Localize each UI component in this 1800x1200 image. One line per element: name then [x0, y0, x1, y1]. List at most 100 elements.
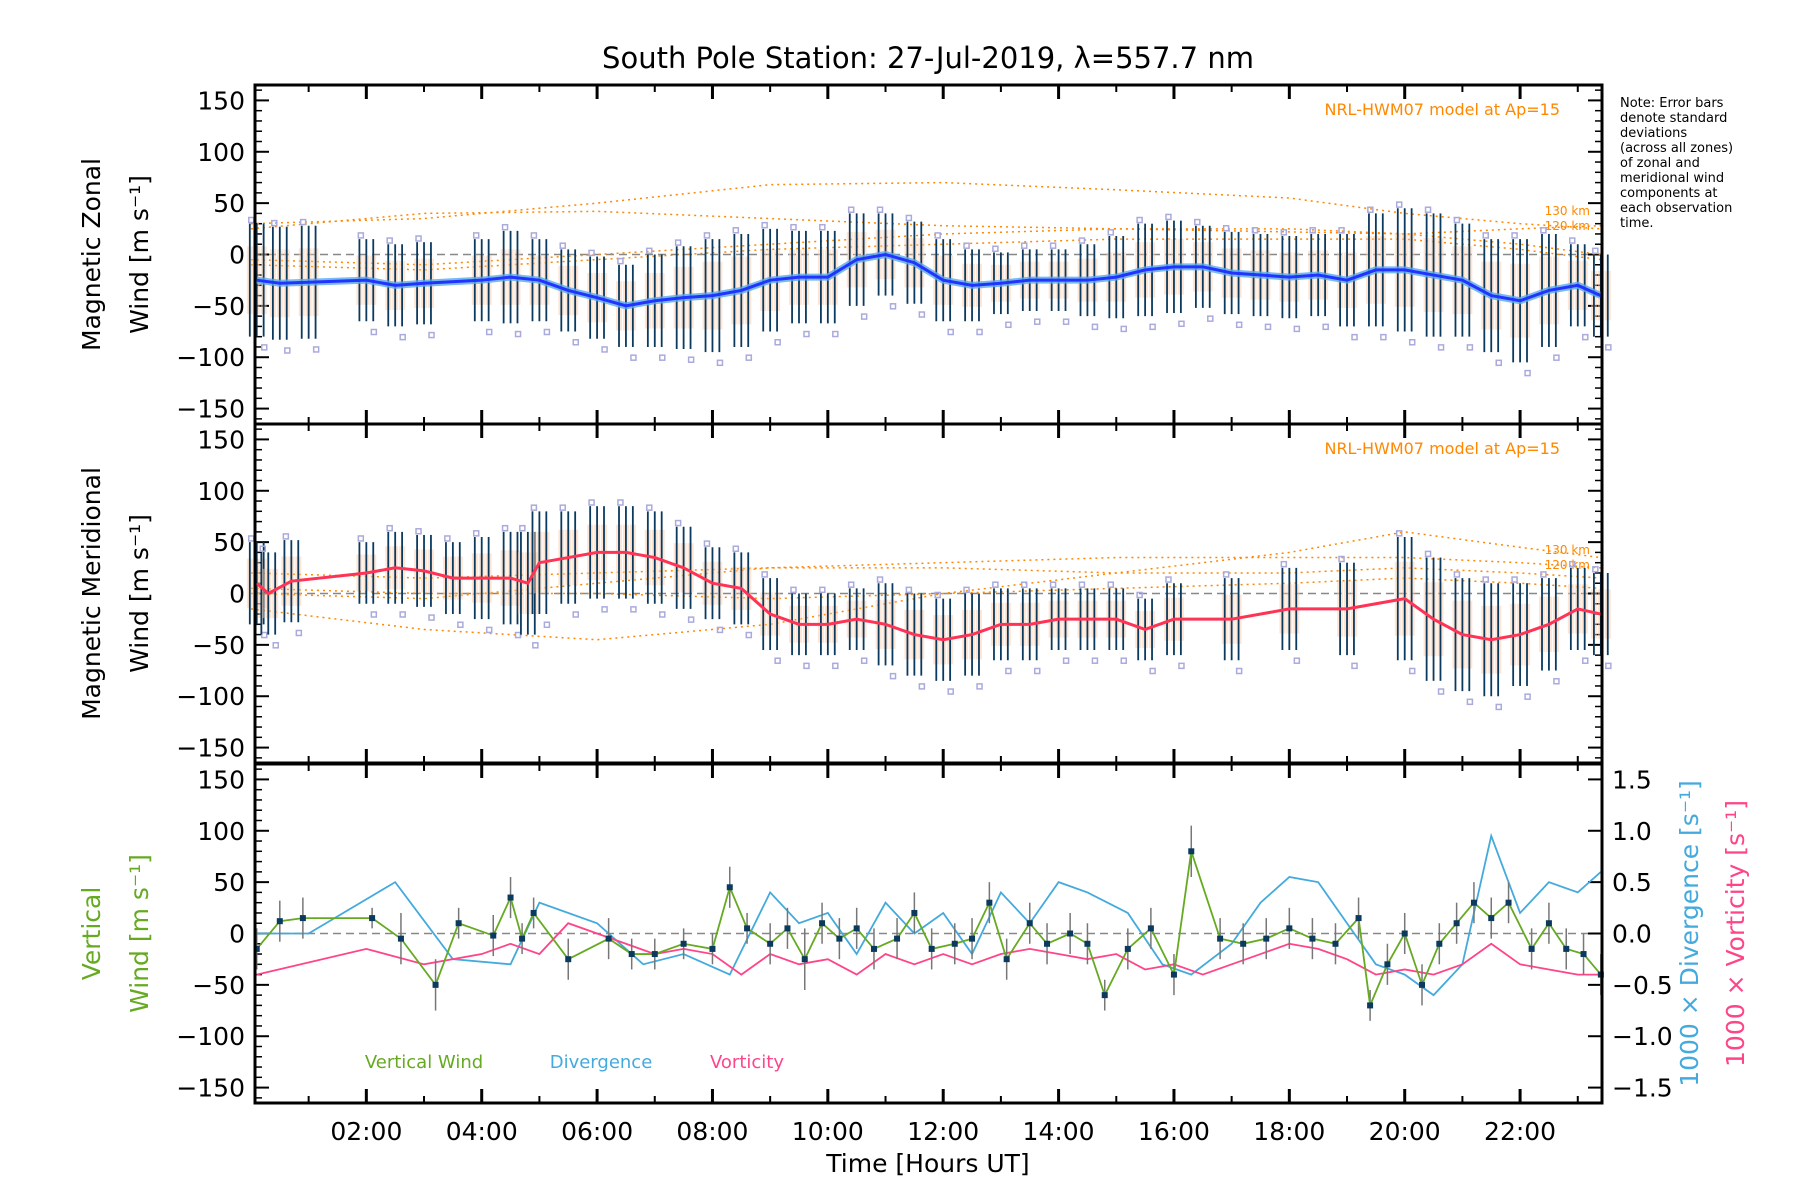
scatter-point: [646, 247, 653, 255]
scatter-point: [630, 606, 637, 613]
x-tick-label: 14:00: [1023, 1117, 1095, 1146]
vertical-wind-point: [709, 945, 716, 952]
y2-axis-label-divergence: 1000 × Divergence [s⁻¹]: [1675, 780, 1704, 1087]
scatter-point: [1264, 323, 1272, 331]
scatter-point: [934, 591, 941, 599]
scatter-point: [559, 242, 566, 249]
scatter-point: [1107, 229, 1115, 236]
scatter-point: [918, 311, 926, 318]
scatter-point: [716, 626, 724, 634]
vertical-wind-point: [1505, 899, 1512, 906]
scatter-point: [1222, 224, 1230, 232]
scatter-point: [1136, 216, 1143, 224]
scatter-point: [370, 328, 378, 336]
model-curve: [250, 556, 1601, 600]
y-tick-label: −150: [176, 1074, 245, 1103]
scatter-point: [415, 528, 422, 535]
scatter-point: [1062, 657, 1070, 664]
y2-tick-label: −1.0: [1612, 1022, 1673, 1051]
vertical-wind-point: [1124, 945, 1131, 952]
vertical-wind-point: [1044, 940, 1051, 947]
scatter-point: [1149, 667, 1156, 675]
scatter-point: [1235, 321, 1243, 329]
scatter-point: [1592, 247, 1599, 255]
scatter-point: [674, 239, 682, 246]
scatter-point: [1293, 325, 1301, 333]
scatter-point: [1482, 232, 1489, 239]
scatter-point: [1049, 242, 1057, 249]
scatter-point: [1424, 206, 1432, 213]
scatter-point: [976, 683, 983, 690]
scatter-point: [299, 218, 307, 226]
scatter-point: [992, 245, 999, 253]
vertical-wind-point: [1084, 940, 1091, 947]
scatter-point: [774, 657, 781, 664]
y-axis-label: Magnetic Meridional: [77, 467, 106, 720]
vertical-wind-point: [1453, 920, 1460, 927]
vertical-wind-point: [1263, 935, 1270, 942]
y-tick-label: 0: [229, 241, 245, 270]
x-tick-label: 16:00: [1138, 1117, 1210, 1146]
vertical-wind-point: [397, 935, 404, 942]
y-axis-label: Wind [m s⁻¹]: [125, 854, 154, 1013]
scatter-point: [295, 629, 303, 637]
vertical-wind-point: [1217, 935, 1224, 942]
vertical-wind-point: [455, 920, 462, 927]
scatter-point: [415, 235, 422, 242]
scatter-point: [444, 535, 451, 542]
vertical-wind-point: [628, 951, 635, 958]
y-axis-label: Magnetic Zonal: [77, 158, 106, 351]
y-tick-label: 100: [197, 477, 245, 506]
y-tick-label: −100: [176, 682, 245, 711]
scatter-point: [1351, 662, 1358, 670]
vertical-wind-point: [253, 945, 260, 952]
scatter-point: [819, 586, 826, 594]
scatter-point: [1235, 667, 1243, 675]
vertical-wind-point: [1545, 920, 1552, 927]
vertical-wind-point: [605, 935, 612, 942]
y-axis-label: Vertical: [77, 887, 106, 981]
scatter-point: [745, 631, 753, 639]
scatter-point: [761, 571, 768, 578]
scatter-point: [1605, 662, 1612, 670]
scatter-point: [1120, 657, 1128, 664]
scatter-point: [1005, 321, 1012, 329]
scatter-point: [1078, 237, 1086, 244]
scatter-point: [1280, 560, 1288, 568]
scatter-point: [992, 581, 999, 588]
scatter-point: [1395, 201, 1403, 208]
scatter-point: [1408, 667, 1416, 675]
scatter-point: [1466, 344, 1474, 351]
scatter-point: [1222, 571, 1230, 578]
scatter-point: [312, 346, 320, 353]
vertical-wind-point: [1101, 992, 1108, 999]
scatter-point: [1380, 333, 1387, 341]
scatter-point: [1338, 555, 1345, 563]
vertical-wind-point: [1188, 848, 1195, 855]
scatter-point: [1466, 698, 1474, 706]
model-alt-label: 120 km: [1545, 558, 1590, 572]
scatter-point: [918, 683, 926, 690]
vertical-wind-point: [1332, 940, 1339, 947]
vertical-wind-point: [1580, 951, 1587, 958]
x-tick-label: 02:00: [330, 1117, 402, 1146]
scatter-point: [284, 347, 291, 354]
scatter-point: [386, 524, 393, 532]
vertical-wind-point: [565, 956, 572, 963]
scatter-point: [703, 540, 711, 547]
vertical-wind-point: [1419, 981, 1426, 988]
vertical-wind-point: [1436, 940, 1443, 947]
scatter-point: [282, 533, 290, 540]
scatter-point: [1149, 323, 1156, 331]
x-tick-label: 22:00: [1484, 1117, 1556, 1146]
scatter-point: [1280, 229, 1288, 236]
meridional-mean-line: [255, 550, 1602, 642]
x-tick-label: 08:00: [676, 1117, 748, 1146]
scatter-point: [501, 524, 509, 532]
scatter-point: [399, 611, 406, 618]
vertical-wind-point: [507, 894, 514, 901]
y-tick-label: −50: [192, 971, 245, 1000]
scatter-point: [803, 330, 810, 338]
scatter-point: [485, 626, 493, 634]
scatter-point: [588, 249, 595, 257]
